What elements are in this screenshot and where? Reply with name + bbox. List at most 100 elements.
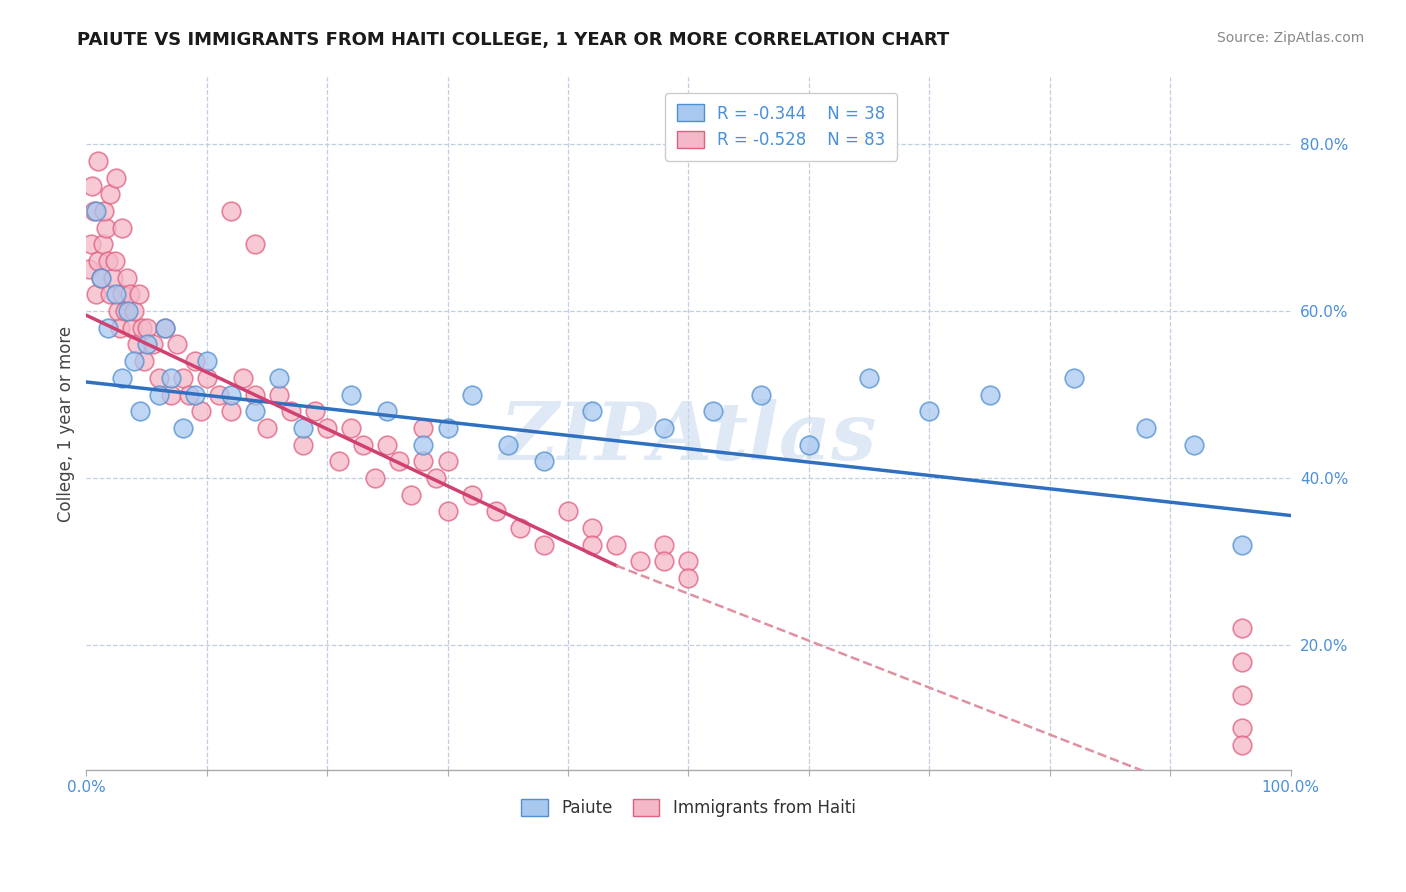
Point bbox=[581, 538, 603, 552]
Point bbox=[436, 421, 458, 435]
Point bbox=[105, 170, 128, 185]
Point bbox=[1135, 421, 1157, 435]
Point bbox=[340, 421, 363, 435]
Point bbox=[80, 237, 103, 252]
Point bbox=[195, 354, 218, 368]
Point bbox=[377, 437, 399, 451]
Point bbox=[628, 554, 651, 568]
Point bbox=[377, 404, 399, 418]
Point bbox=[557, 504, 579, 518]
Point bbox=[83, 203, 105, 218]
Point bbox=[101, 270, 124, 285]
Point bbox=[141, 337, 163, 351]
Text: ZIPAtlas: ZIPAtlas bbox=[499, 399, 877, 476]
Point bbox=[148, 371, 170, 385]
Point bbox=[190, 404, 212, 418]
Point bbox=[352, 437, 374, 451]
Point bbox=[84, 203, 107, 218]
Point bbox=[280, 404, 302, 418]
Point bbox=[135, 320, 157, 334]
Point bbox=[93, 203, 115, 218]
Point bbox=[485, 504, 508, 518]
Point bbox=[1063, 371, 1085, 385]
Point bbox=[153, 320, 176, 334]
Point bbox=[219, 203, 242, 218]
Point bbox=[1232, 688, 1254, 702]
Point bbox=[90, 270, 112, 285]
Point bbox=[1232, 621, 1254, 635]
Point bbox=[219, 404, 242, 418]
Point bbox=[105, 287, 128, 301]
Point bbox=[243, 387, 266, 401]
Point bbox=[183, 354, 205, 368]
Point bbox=[797, 437, 820, 451]
Point bbox=[115, 270, 138, 285]
Point bbox=[1232, 721, 1254, 735]
Point bbox=[581, 521, 603, 535]
Point bbox=[243, 237, 266, 252]
Point bbox=[111, 287, 134, 301]
Point bbox=[292, 437, 315, 451]
Point bbox=[256, 421, 278, 435]
Point bbox=[412, 437, 434, 451]
Point bbox=[267, 371, 290, 385]
Point bbox=[90, 270, 112, 285]
Point bbox=[114, 304, 136, 318]
Point bbox=[128, 287, 150, 301]
Legend: Paiute, Immigrants from Haiti: Paiute, Immigrants from Haiti bbox=[515, 792, 862, 824]
Point bbox=[87, 153, 110, 168]
Point bbox=[108, 320, 131, 334]
Point bbox=[292, 421, 315, 435]
Point bbox=[1232, 538, 1254, 552]
Point bbox=[77, 262, 100, 277]
Point bbox=[84, 287, 107, 301]
Point bbox=[97, 254, 120, 268]
Point bbox=[172, 371, 194, 385]
Point bbox=[118, 287, 141, 301]
Point bbox=[702, 404, 724, 418]
Point bbox=[87, 254, 110, 268]
Point bbox=[533, 538, 555, 552]
Point bbox=[328, 454, 350, 468]
Point bbox=[460, 387, 482, 401]
Point bbox=[177, 387, 200, 401]
Point bbox=[496, 437, 519, 451]
Point bbox=[401, 488, 423, 502]
Point bbox=[979, 387, 1001, 401]
Point bbox=[159, 371, 181, 385]
Point bbox=[858, 371, 880, 385]
Point bbox=[195, 371, 218, 385]
Point bbox=[412, 421, 434, 435]
Point bbox=[654, 538, 676, 552]
Point bbox=[654, 421, 676, 435]
Point bbox=[425, 471, 447, 485]
Point bbox=[388, 454, 411, 468]
Point bbox=[232, 371, 254, 385]
Point bbox=[581, 404, 603, 418]
Point bbox=[654, 554, 676, 568]
Point bbox=[104, 254, 127, 268]
Point bbox=[1182, 437, 1205, 451]
Point bbox=[107, 304, 129, 318]
Point bbox=[124, 304, 146, 318]
Point bbox=[148, 387, 170, 401]
Point bbox=[94, 220, 117, 235]
Point bbox=[208, 387, 231, 401]
Point bbox=[460, 488, 482, 502]
Point bbox=[125, 337, 148, 351]
Point bbox=[316, 421, 339, 435]
Point bbox=[304, 404, 326, 418]
Point bbox=[340, 387, 363, 401]
Point bbox=[243, 404, 266, 418]
Point bbox=[117, 304, 139, 318]
Text: PAIUTE VS IMMIGRANTS FROM HAITI COLLEGE, 1 YEAR OR MORE CORRELATION CHART: PAIUTE VS IMMIGRANTS FROM HAITI COLLEGE,… bbox=[77, 31, 949, 49]
Point bbox=[111, 371, 134, 385]
Point bbox=[436, 504, 458, 518]
Point bbox=[131, 320, 153, 334]
Point bbox=[183, 387, 205, 401]
Point bbox=[678, 571, 700, 585]
Point bbox=[749, 387, 772, 401]
Point bbox=[166, 337, 188, 351]
Point bbox=[172, 421, 194, 435]
Point bbox=[91, 237, 114, 252]
